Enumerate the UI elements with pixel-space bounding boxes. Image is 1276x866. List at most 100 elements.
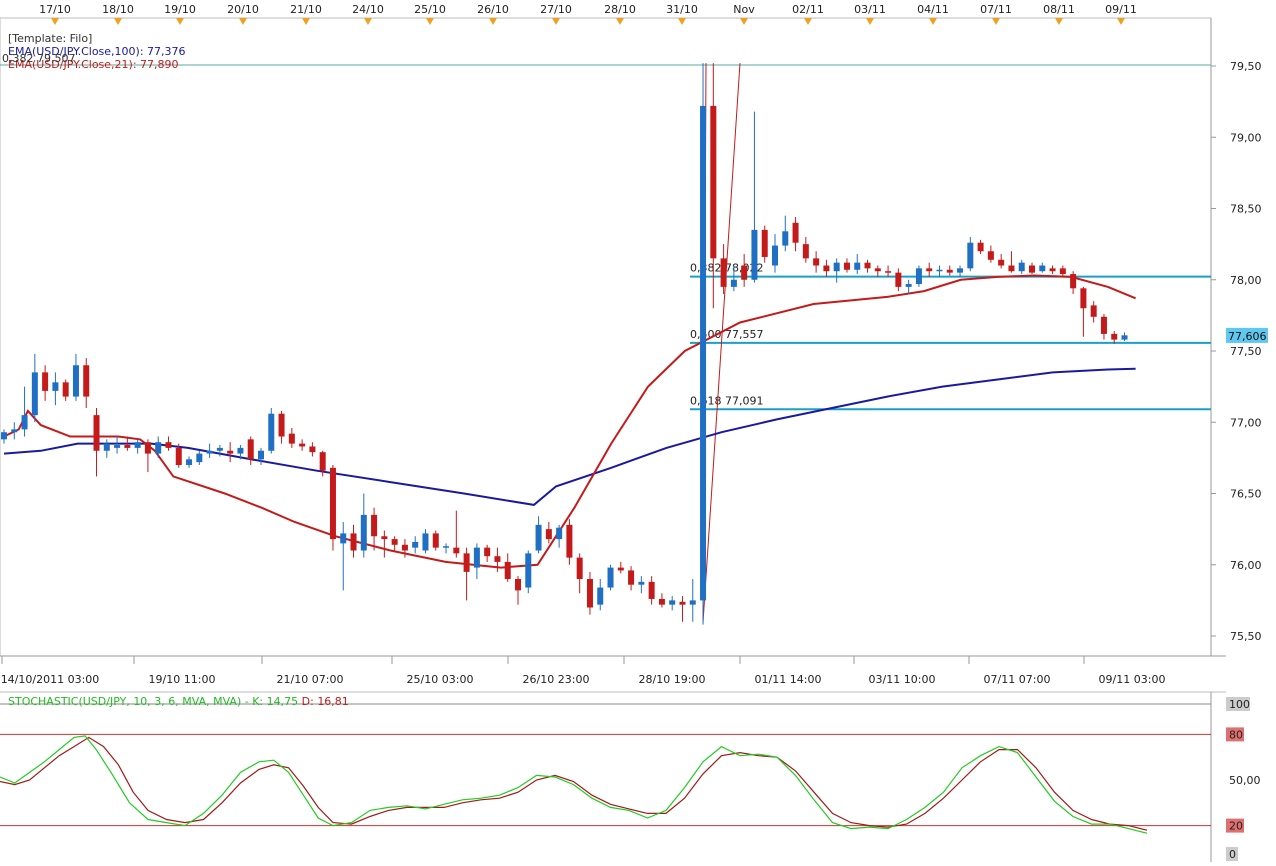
candle-body (710, 105, 717, 259)
candle-body (545, 529, 552, 540)
candle-body (288, 433, 295, 444)
template-label: [Template: Filo] (8, 32, 93, 45)
stoch-level-tag (1226, 727, 1244, 742)
day-marker-icon (992, 18, 1000, 25)
candle-body (93, 415, 100, 451)
x-tick-label: 21/10 07:00 (277, 673, 344, 686)
candle-body (381, 536, 388, 540)
candle-body (329, 467, 336, 540)
candle-body (463, 553, 470, 572)
y-tick-label: 79,00 (1230, 131, 1262, 144)
top-day-label: 26/10 (477, 3, 509, 16)
day-marker-icon (426, 18, 434, 25)
day-marker-icon (1055, 18, 1063, 25)
candle-body (648, 581, 655, 599)
stochastic-legend-label: STOCHASTIC(USD/JPY, 10, 3, 6, MVA, MVA) … (8, 695, 249, 708)
candle-body (576, 557, 583, 579)
candle-body (196, 453, 203, 463)
ema21-line (3, 274, 1136, 569)
candle-body (1121, 335, 1128, 340)
top-day-label: 08/11 (1043, 3, 1075, 16)
candle-body (730, 279, 737, 287)
candle-body (350, 533, 357, 551)
candle-body (11, 429, 18, 433)
candle-body (638, 581, 645, 585)
candle-body (843, 262, 850, 270)
candle-body (278, 413, 285, 437)
candle-body (1, 432, 7, 440)
fib-level-label: 0,618 77,091 (690, 394, 763, 407)
candle-body (895, 272, 902, 287)
stoch-level-tag (1226, 847, 1238, 861)
candle-body (566, 524, 573, 558)
day-marker-icon (364, 18, 372, 25)
candle-body (83, 365, 90, 397)
candle-body (823, 265, 830, 272)
x-tick-label: 25/10 03:00 (407, 673, 474, 686)
x-tick-label: 28/10 19:00 (639, 673, 706, 686)
candle-body (957, 268, 964, 273)
candle-body (319, 452, 326, 471)
candle-body (432, 533, 439, 548)
day-marker-icon (804, 18, 812, 25)
candle-body (371, 514, 378, 537)
candle-body (1080, 288, 1087, 309)
candle-body (237, 447, 244, 454)
stoch-d-line (0, 736, 1148, 831)
x-tick-label: 01/11 14:00 (755, 673, 822, 686)
candle-body (1008, 265, 1015, 272)
candle-body (1039, 265, 1046, 272)
candle-body (309, 446, 316, 453)
candle-body (422, 533, 429, 551)
candle-body (494, 556, 501, 562)
candle-body (669, 600, 676, 605)
candle-body (31, 372, 38, 416)
top-day-label: 21/10 (290, 3, 322, 16)
candle-body (926, 268, 933, 272)
candle-body (1018, 262, 1025, 272)
candle-body (186, 459, 193, 465)
stochastic-d-value: D: 16,81 (301, 695, 349, 708)
candle-body (628, 570, 635, 585)
candle-body (114, 445, 121, 448)
top-day-label: 25/10 (414, 3, 446, 16)
candle-body (134, 442, 141, 448)
candle-body (741, 265, 748, 280)
candle-body (268, 413, 275, 451)
top-day-label: 04/11 (917, 3, 949, 16)
top-day-label: 28/10 (604, 3, 636, 16)
candle-body (792, 222, 799, 243)
candle-body (782, 231, 789, 246)
y-tick-label: 78,50 (1230, 203, 1262, 216)
stoch-level-tag (1226, 697, 1250, 711)
candle-body (401, 544, 408, 551)
candle-body (874, 268, 881, 272)
x-tick-label: 26/10 23:00 (523, 673, 590, 686)
candle-body (700, 105, 707, 601)
candle-body (42, 372, 49, 391)
day-marker-icon (114, 18, 122, 25)
day-marker-icon (929, 18, 937, 25)
x-tick-label: 03/11 10:00 (869, 673, 936, 686)
day-marker-icon (176, 18, 184, 25)
day-marker-icon (740, 18, 748, 25)
candle-body (206, 450, 213, 454)
y-tick-label: 76,00 (1230, 559, 1262, 572)
candle-body (103, 443, 110, 451)
candle-body (1070, 274, 1077, 289)
candle-body (607, 567, 614, 588)
x-tick-label: 09/11 03:00 (1099, 673, 1166, 686)
candle-body (586, 579, 593, 608)
candle-body (515, 579, 521, 591)
stoch-level-tag (1226, 818, 1244, 833)
day-marker-icon (616, 18, 624, 25)
top-day-label: 27/10 (540, 3, 572, 16)
top-day-label: 09/11 (1105, 3, 1137, 16)
day-marker-icon (239, 18, 247, 25)
candle-body (124, 445, 131, 448)
stoch-k-line (0, 735, 1148, 834)
day-marker-icon (552, 18, 560, 25)
